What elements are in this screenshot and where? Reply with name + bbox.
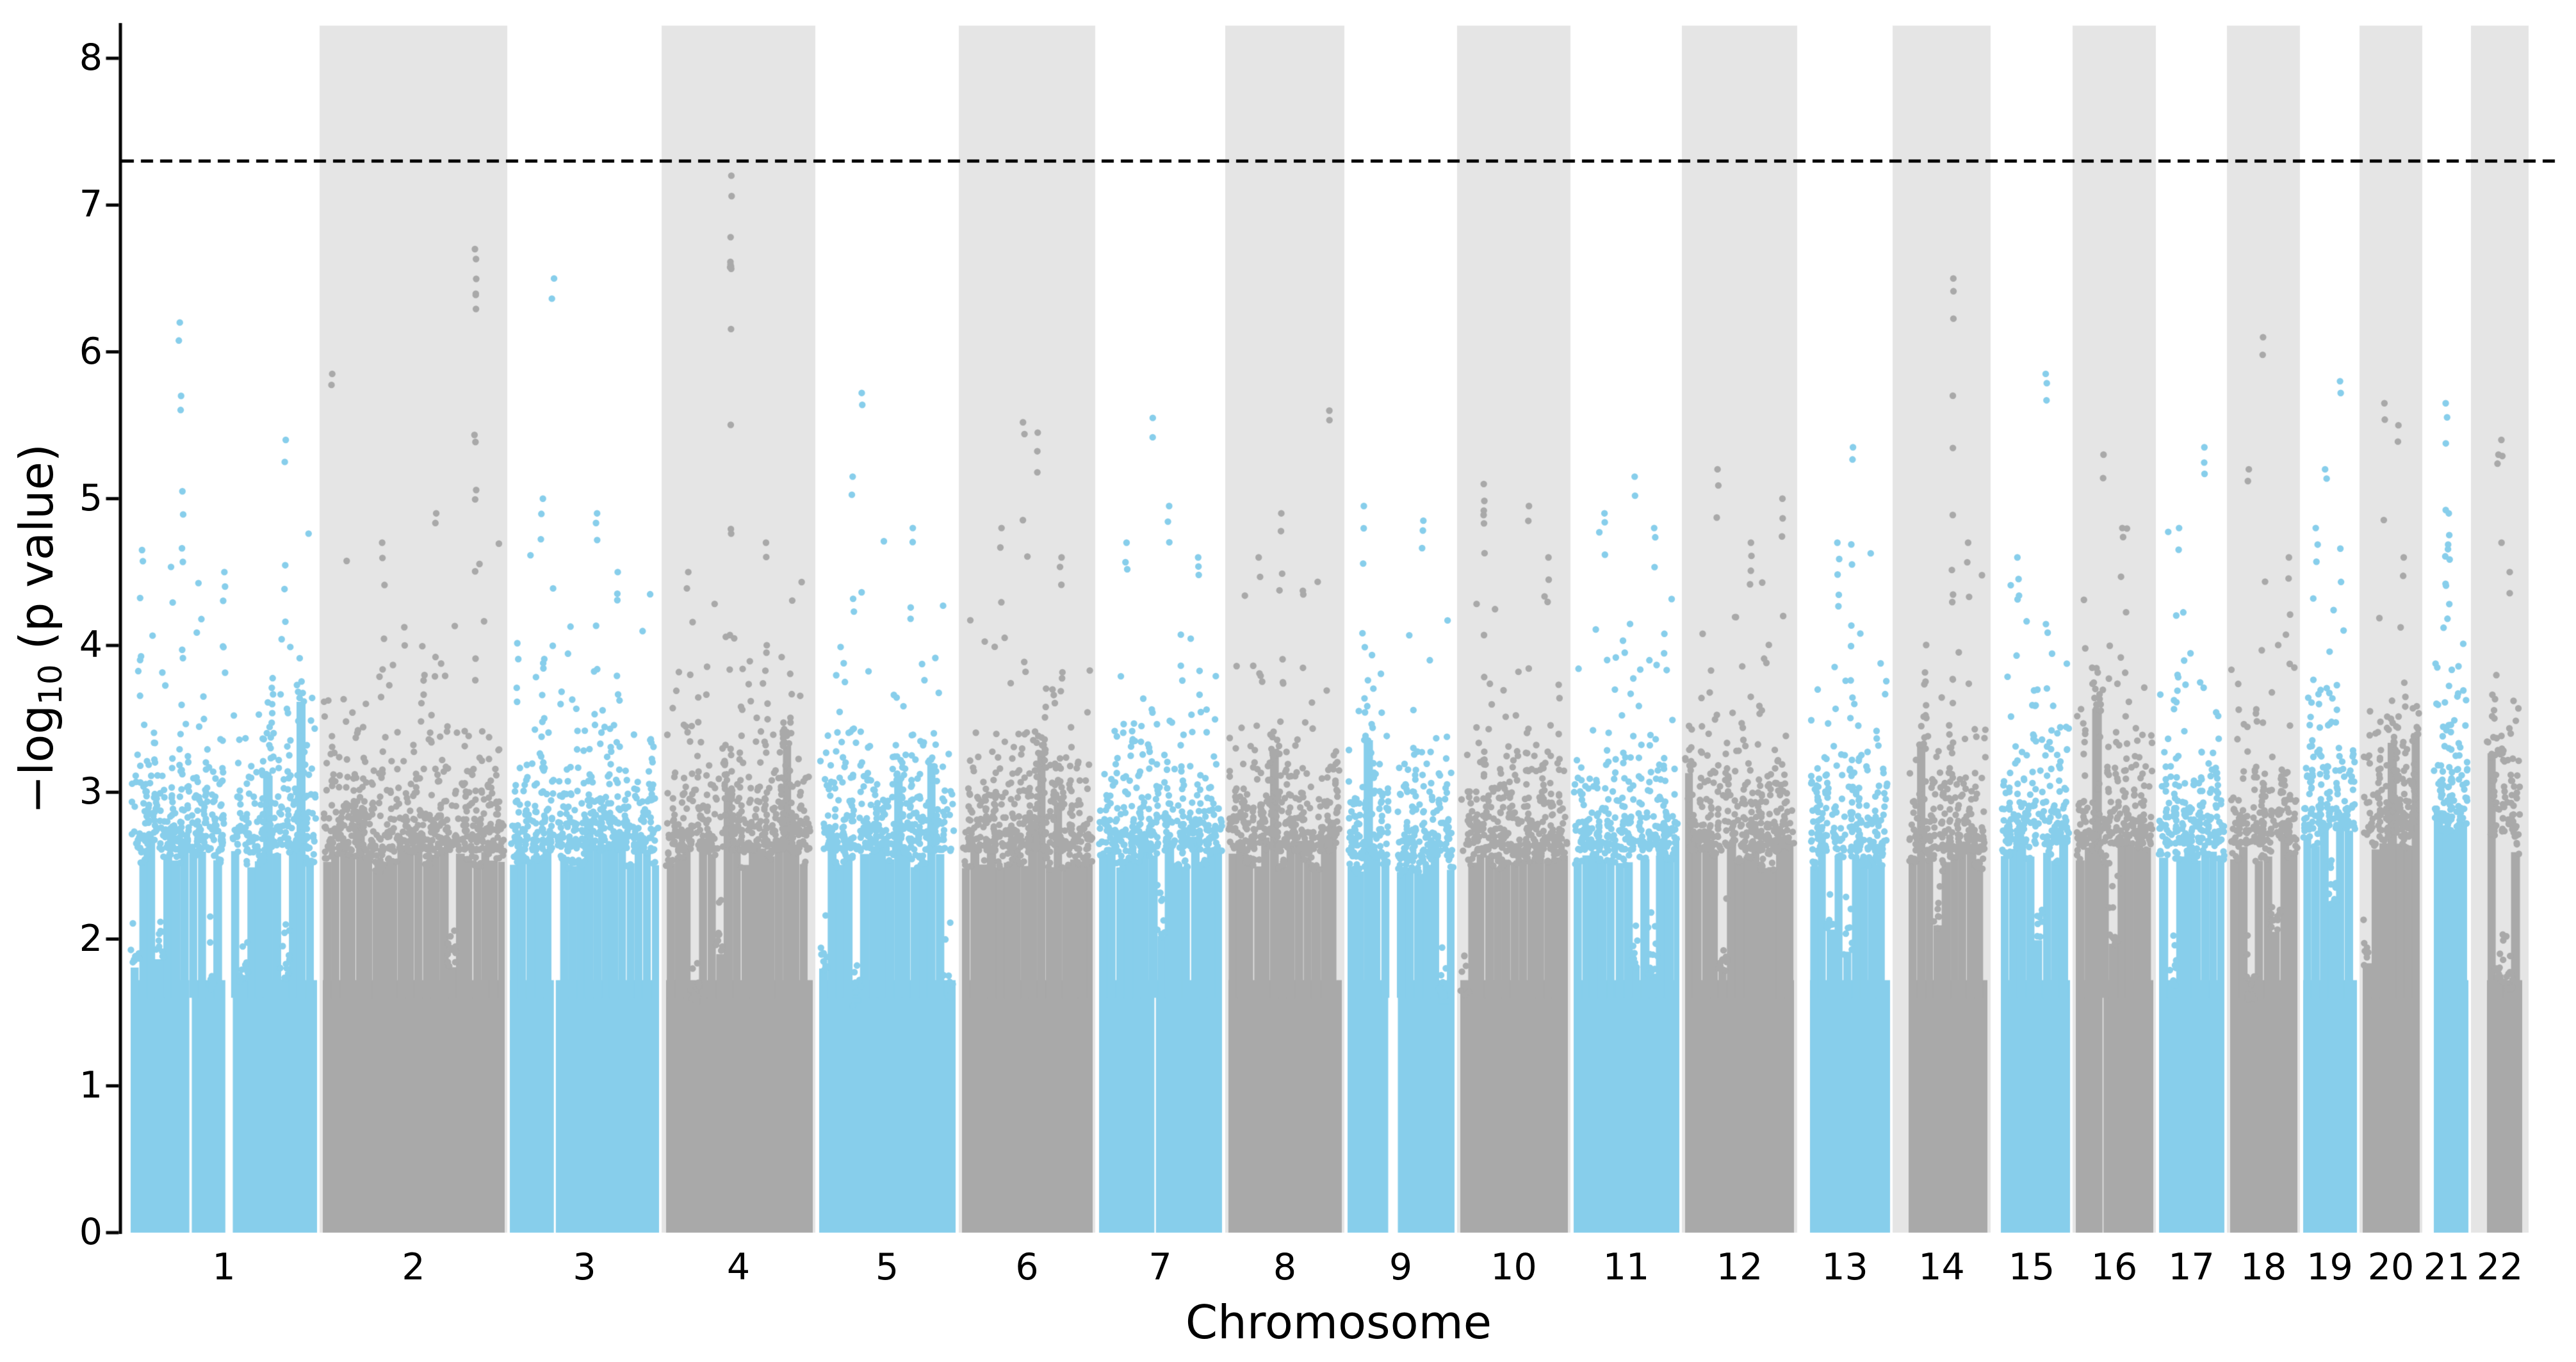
- y-tick-label-2: 2: [79, 917, 102, 960]
- y-tick-label-4: 4: [79, 624, 102, 666]
- y-tick-label-0: 0: [79, 1211, 102, 1253]
- x-tick-label-chr4: 4: [726, 1246, 751, 1288]
- x-tick-label-chr19: 19: [2306, 1246, 2353, 1288]
- y-axis-title: −log10 (p value): [10, 309, 69, 949]
- y-tick-label-1: 1: [79, 1064, 102, 1107]
- x-tick-label-chr11: 11: [1602, 1246, 1650, 1288]
- x-tick-label-chr7: 7: [1148, 1246, 1172, 1288]
- x-tick-label-chr20: 20: [2367, 1246, 2415, 1288]
- x-tick-label-chr22: 22: [2476, 1246, 2523, 1288]
- x-tick-label-chr9: 9: [1389, 1246, 1413, 1288]
- x-axis-title: Chromosome: [1185, 1295, 1492, 1349]
- x-tick-label-chr12: 12: [1716, 1246, 1763, 1288]
- y-tick-label-3: 3: [79, 770, 102, 813]
- x-tick-label-chr6: 6: [1015, 1246, 1039, 1288]
- x-tick-label-chr14: 14: [1918, 1246, 1965, 1288]
- x-tick-label-chr16: 16: [2091, 1246, 2138, 1288]
- y-axis-title-subscript: 10: [32, 664, 69, 705]
- x-tick-label-chr2: 2: [402, 1246, 425, 1288]
- x-tick-label-chr17: 17: [2168, 1246, 2215, 1288]
- x-tick-label-chr8: 8: [1273, 1246, 1297, 1288]
- x-tick-label-chr13: 13: [1822, 1246, 1868, 1288]
- x-tick-label-chr15: 15: [2008, 1246, 2055, 1288]
- x-tick-label-chr1: 1: [212, 1246, 236, 1288]
- y-axis-title-suffix: (p value): [10, 443, 63, 665]
- x-tick-label-chr21: 21: [2423, 1246, 2470, 1288]
- x-tick-label-chr10: 10: [1490, 1246, 1537, 1288]
- x-tick-label-chr5: 5: [875, 1246, 899, 1288]
- y-tick-label-8: 8: [79, 36, 102, 79]
- y-axis-title-prefix: −log: [10, 704, 63, 815]
- y-tick-label-6: 6: [79, 330, 102, 373]
- x-tick-label-chr18: 18: [2240, 1246, 2287, 1288]
- x-tick-label-chr3: 3: [573, 1246, 596, 1288]
- y-tick-label-5: 5: [79, 476, 102, 519]
- y-tick-label-7: 7: [79, 183, 102, 226]
